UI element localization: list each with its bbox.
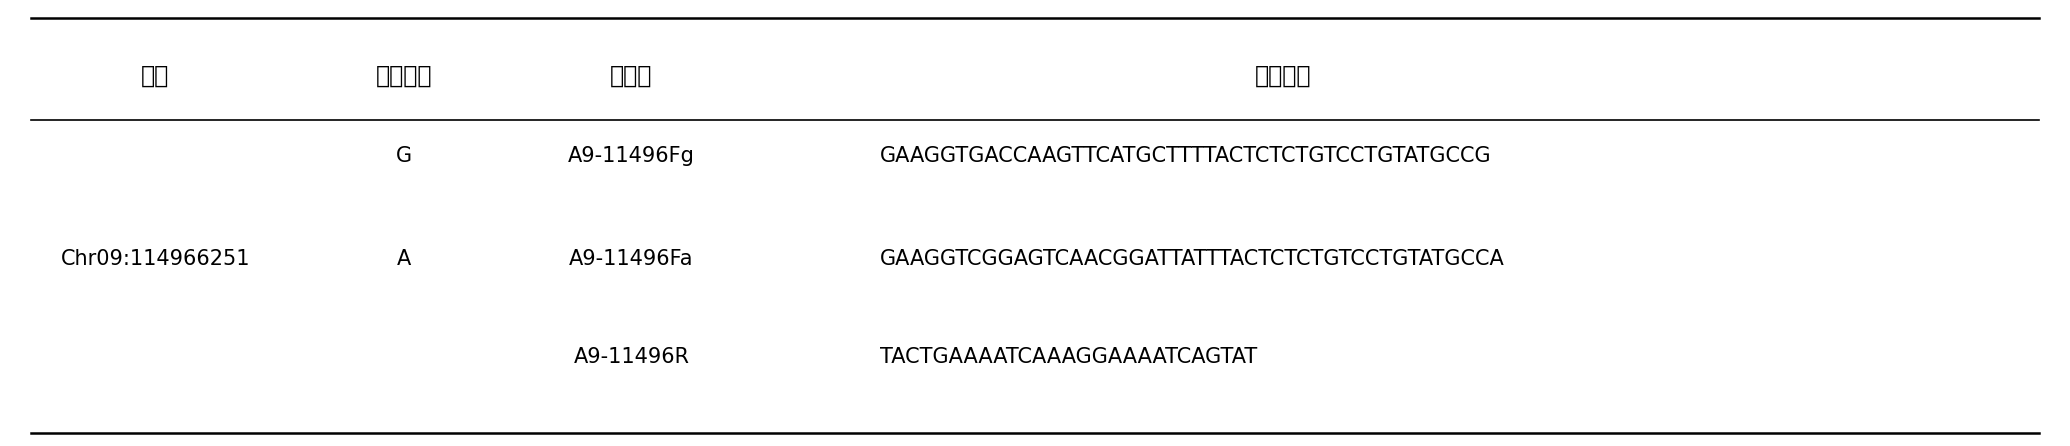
- Text: G: G: [395, 146, 412, 166]
- Text: A9-11496R: A9-11496R: [573, 347, 689, 367]
- Text: Chr09:114966251: Chr09:114966251: [60, 249, 250, 268]
- Text: TACTGAAAATCAAAGGAAAATCAGTAT: TACTGAAAATCAAAGGAAAATCAGTAT: [880, 347, 1256, 367]
- Text: GAAGGTCGGAGTCAACGGATTATTTACTCTCTGTCCTGTATGCCA: GAAGGTCGGAGTCAACGGATTATTTACTCTCTGTCCTGTA…: [880, 249, 1505, 268]
- Text: 引物序列: 引物序列: [1254, 64, 1312, 88]
- Text: A9-11496Fg: A9-11496Fg: [567, 146, 696, 166]
- Text: GAAGGTGACCAAGTTCATGCTTTTACTCTCTGTCCTGTATGCCG: GAAGGTGACCAAGTTCATGCTTTTACTCTCTGTCCTGTAT…: [880, 146, 1490, 166]
- Text: A9-11496Fa: A9-11496Fa: [569, 249, 693, 268]
- Text: 变异类型: 变异类型: [375, 64, 433, 88]
- Text: 引物名: 引物名: [611, 64, 652, 88]
- Text: 位置: 位置: [141, 64, 170, 88]
- Text: A: A: [397, 249, 410, 268]
